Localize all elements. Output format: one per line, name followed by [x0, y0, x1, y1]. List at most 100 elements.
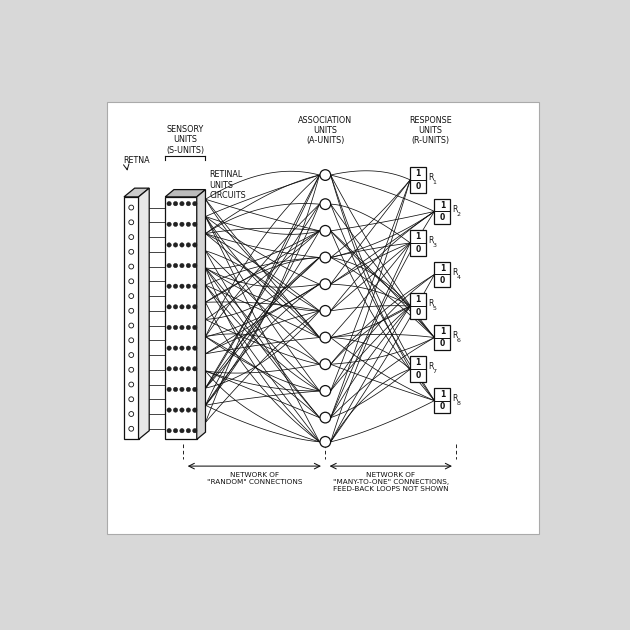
Circle shape — [180, 325, 184, 329]
Text: 0: 0 — [440, 213, 445, 222]
Text: ASSOCIATION
UNITS
(A-UNITS): ASSOCIATION UNITS (A-UNITS) — [298, 116, 352, 146]
Circle shape — [193, 263, 197, 268]
Circle shape — [193, 305, 197, 309]
Text: 8: 8 — [457, 401, 461, 406]
Text: R: R — [452, 331, 458, 340]
Text: 0: 0 — [440, 277, 445, 285]
Circle shape — [193, 346, 197, 350]
Circle shape — [180, 202, 184, 206]
Text: R: R — [452, 205, 458, 214]
Bar — [410, 231, 427, 256]
Text: 1: 1 — [416, 232, 421, 241]
Circle shape — [129, 249, 134, 255]
Text: 2: 2 — [457, 212, 461, 217]
Circle shape — [186, 367, 190, 371]
Text: 7: 7 — [433, 370, 437, 374]
Circle shape — [186, 305, 190, 309]
Text: 1: 1 — [416, 358, 421, 367]
Circle shape — [173, 305, 178, 309]
Text: 3: 3 — [433, 243, 437, 248]
Circle shape — [129, 367, 134, 372]
Circle shape — [167, 428, 171, 433]
Circle shape — [193, 325, 197, 329]
Text: 4: 4 — [457, 275, 461, 280]
Circle shape — [129, 397, 134, 402]
Bar — [410, 294, 427, 319]
Circle shape — [320, 437, 331, 447]
Circle shape — [167, 346, 171, 350]
Bar — [435, 262, 450, 287]
Circle shape — [320, 412, 331, 423]
Circle shape — [129, 264, 134, 269]
Circle shape — [167, 367, 171, 371]
Circle shape — [167, 408, 171, 412]
Circle shape — [180, 346, 184, 350]
Text: 1: 1 — [440, 327, 445, 336]
Text: 0: 0 — [440, 403, 445, 411]
Text: 1: 1 — [440, 264, 445, 273]
Circle shape — [320, 199, 331, 210]
Text: R: R — [452, 268, 458, 277]
Text: NETWORK OF
"MANY-TO-ONE" CONNECTIONS,
FEED-BACK LOOPS NOT SHOWN: NETWORK OF "MANY-TO-ONE" CONNECTIONS, FE… — [333, 472, 449, 492]
Circle shape — [186, 325, 190, 329]
Text: 6: 6 — [457, 338, 461, 343]
Polygon shape — [124, 197, 139, 440]
Circle shape — [173, 428, 178, 433]
Circle shape — [129, 353, 134, 357]
Circle shape — [180, 408, 184, 412]
Circle shape — [167, 202, 171, 206]
Circle shape — [167, 305, 171, 309]
Circle shape — [129, 220, 134, 225]
Circle shape — [180, 387, 184, 392]
Circle shape — [180, 367, 184, 371]
Text: 0: 0 — [416, 181, 421, 191]
Circle shape — [129, 234, 134, 239]
Circle shape — [167, 387, 171, 392]
Circle shape — [320, 306, 331, 316]
Text: 0: 0 — [416, 308, 421, 317]
Bar — [107, 102, 539, 534]
Circle shape — [320, 169, 331, 180]
Circle shape — [320, 332, 331, 343]
Text: 5: 5 — [433, 306, 437, 311]
Circle shape — [167, 243, 171, 247]
Circle shape — [186, 387, 190, 392]
Circle shape — [193, 428, 197, 433]
Circle shape — [186, 263, 190, 268]
Circle shape — [129, 308, 134, 313]
Text: RETINAL
UNITS
CIRCUITS: RETINAL UNITS CIRCUITS — [209, 170, 246, 200]
Circle shape — [173, 284, 178, 289]
Circle shape — [129, 427, 134, 431]
Circle shape — [180, 428, 184, 433]
Polygon shape — [124, 188, 149, 197]
Circle shape — [186, 428, 190, 433]
Circle shape — [180, 284, 184, 289]
Polygon shape — [197, 190, 205, 440]
Text: 1: 1 — [440, 200, 445, 210]
Circle shape — [186, 222, 190, 227]
Circle shape — [180, 222, 184, 227]
Circle shape — [173, 325, 178, 329]
Circle shape — [193, 284, 197, 289]
Circle shape — [129, 205, 134, 210]
Circle shape — [173, 408, 178, 412]
Circle shape — [193, 367, 197, 371]
Circle shape — [129, 294, 134, 299]
Text: 0: 0 — [416, 245, 421, 254]
Circle shape — [173, 263, 178, 268]
Text: 0: 0 — [440, 340, 445, 348]
Circle shape — [320, 226, 331, 236]
Circle shape — [167, 325, 171, 329]
Text: R: R — [428, 362, 433, 371]
Text: NETWORK OF
"RANDOM" CONNECTIONS: NETWORK OF "RANDOM" CONNECTIONS — [207, 472, 302, 485]
Circle shape — [173, 222, 178, 227]
Circle shape — [129, 338, 134, 343]
Circle shape — [186, 346, 190, 350]
Text: 0: 0 — [416, 371, 421, 380]
Circle shape — [173, 202, 178, 206]
Text: RETNA: RETNA — [123, 156, 150, 165]
Circle shape — [193, 202, 197, 206]
Text: R: R — [428, 299, 433, 308]
Circle shape — [180, 305, 184, 309]
Text: SENSORY
UNITS
(S-UNITS): SENSORY UNITS (S-UNITS) — [166, 125, 204, 155]
